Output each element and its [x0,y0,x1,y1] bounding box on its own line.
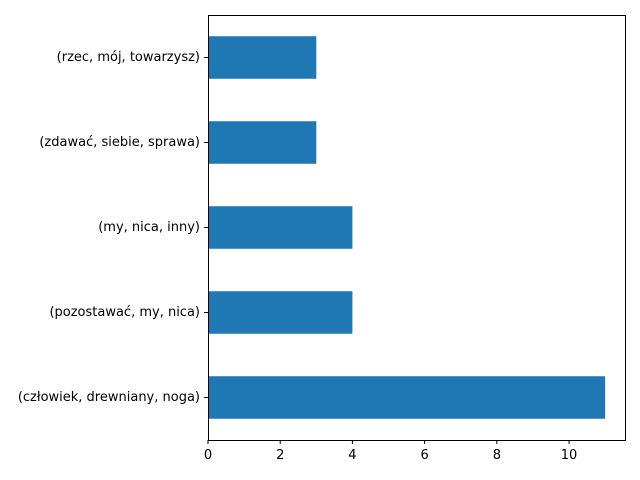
bar [208,376,606,419]
y-tick-label: (rzec, mój, towarzysz) [57,50,200,65]
bars-group [208,36,606,419]
x-axis-ticks: 0 2 4 6 8 10 [204,440,577,463]
x-tick-label: 0 [204,448,212,463]
x-tick-label: 8 [493,448,501,463]
bar [208,206,353,249]
y-tick-label: (pozostawać, my, nica) [49,305,200,320]
bar [208,36,317,79]
x-tick-label: 6 [420,448,428,463]
bar [208,291,353,334]
plot-frame [208,15,626,441]
bar [208,121,317,164]
y-tick-label: (my, nica, inny) [98,220,200,235]
y-tick-label: (człowiek, drewniany, noga) [18,390,200,405]
y-tick-label: (zdawać, siebie, sprawa) [39,135,200,150]
y-axis-ticks: (rzec, mój, towarzysz) (zdawać, siebie, s… [18,50,208,405]
x-tick-label: 2 [276,448,284,463]
x-tick-label: 10 [561,448,578,463]
x-tick-label: 4 [348,448,356,463]
